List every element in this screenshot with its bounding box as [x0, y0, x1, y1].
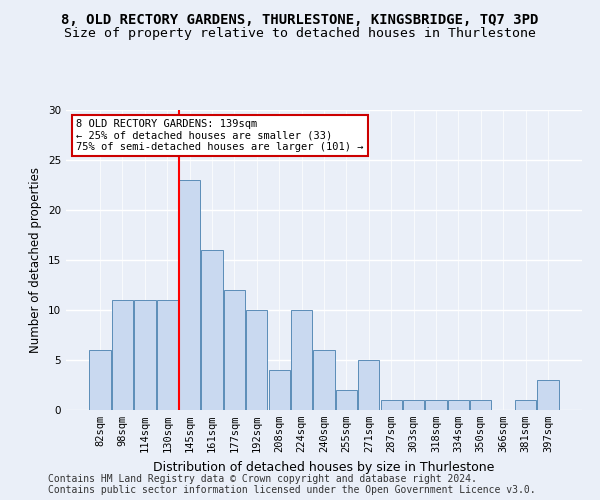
Bar	[313, 350, 335, 410]
Text: 8, OLD RECTORY GARDENS, THURLESTONE, KINGSBRIDGE, TQ7 3PD: 8, OLD RECTORY GARDENS, THURLESTONE, KIN…	[61, 12, 539, 26]
Bar	[246, 310, 268, 410]
Bar	[291, 310, 312, 410]
Bar	[380, 400, 402, 410]
Bar	[134, 300, 155, 410]
Bar	[425, 400, 446, 410]
X-axis label: Distribution of detached houses by size in Thurlestone: Distribution of detached houses by size …	[154, 460, 494, 473]
Text: Size of property relative to detached houses in Thurlestone: Size of property relative to detached ho…	[64, 28, 536, 40]
Bar	[179, 180, 200, 410]
Text: 8 OLD RECTORY GARDENS: 139sqm
← 25% of detached houses are smaller (33)
75% of s: 8 OLD RECTORY GARDENS: 139sqm ← 25% of d…	[76, 119, 364, 152]
Text: Contains HM Land Registry data © Crown copyright and database right 2024.: Contains HM Land Registry data © Crown c…	[48, 474, 477, 484]
Bar	[112, 300, 133, 410]
Bar	[403, 400, 424, 410]
Bar	[336, 390, 357, 410]
Bar	[224, 290, 245, 410]
Bar	[470, 400, 491, 410]
Y-axis label: Number of detached properties: Number of detached properties	[29, 167, 43, 353]
Bar	[448, 400, 469, 410]
Bar	[157, 300, 178, 410]
Bar	[269, 370, 290, 410]
Bar	[202, 250, 223, 410]
Bar	[537, 380, 559, 410]
Bar	[515, 400, 536, 410]
Bar	[358, 360, 379, 410]
Text: Contains public sector information licensed under the Open Government Licence v3: Contains public sector information licen…	[48, 485, 536, 495]
Bar	[89, 350, 111, 410]
